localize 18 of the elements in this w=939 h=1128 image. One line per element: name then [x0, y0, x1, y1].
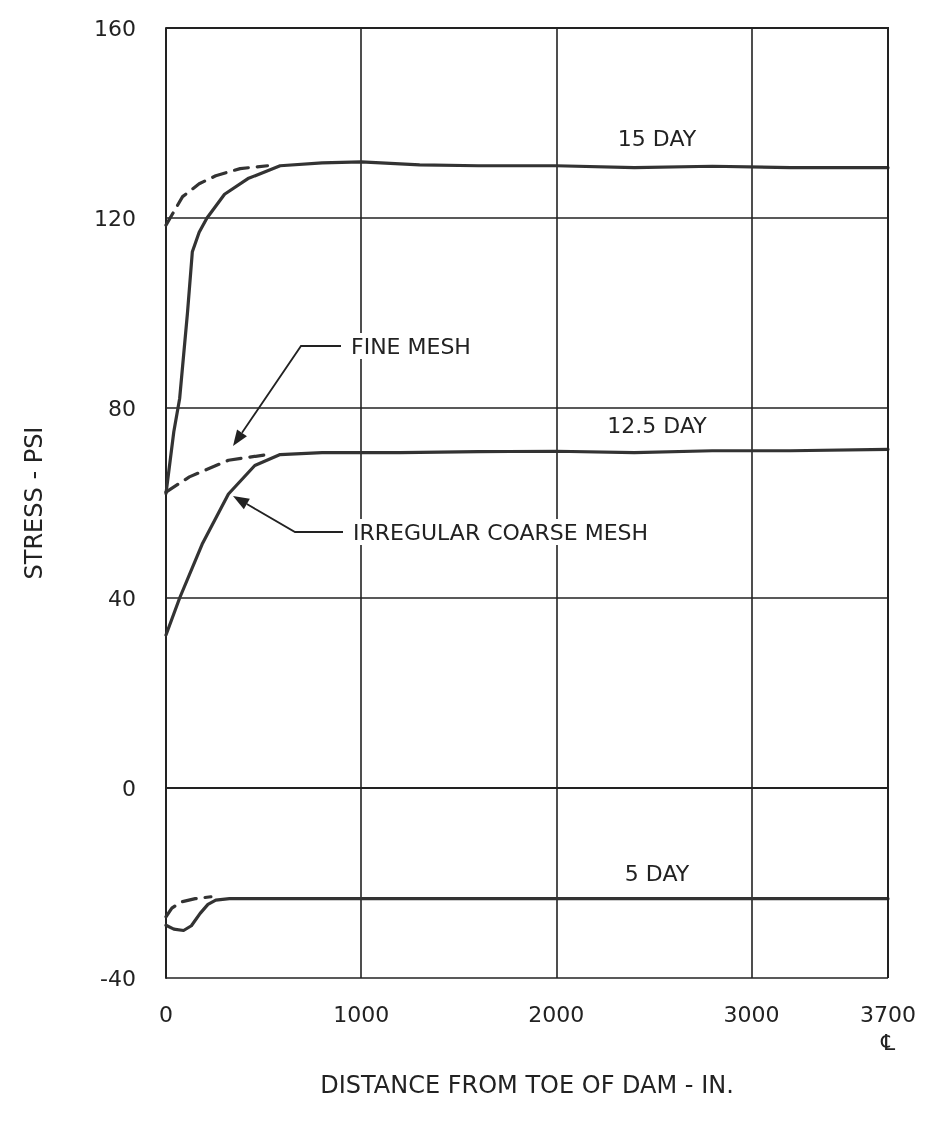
annotation: FINE MESH [351, 333, 471, 359]
y-tick-label: 80 [108, 395, 136, 421]
x-tick-label: 3700 ℄ [860, 1001, 916, 1055]
x-axis-title: DISTANCE FROM TOE OF DAM - IN. [320, 1071, 734, 1099]
y-tick-label: 40 [108, 585, 136, 611]
annotation: 12.5 DAY [607, 412, 708, 438]
y-tick-label: -40 [100, 965, 136, 991]
y-tick-label: 160 [94, 15, 136, 41]
x-tick-label: 1000 [333, 1001, 390, 1027]
annotation: 15 DAY [617, 125, 697, 151]
y-tick-label: 0 [122, 775, 136, 801]
x-tick-label: 2000 [528, 1001, 585, 1027]
x-tick-label: 3000 [723, 1001, 780, 1027]
annotation: IRREGULAR COARSE MESH [353, 519, 649, 545]
y-axis-title: STRESS - PSI [20, 426, 48, 580]
x-tick-label: 0 [159, 1001, 173, 1027]
annotation: 5 DAY [624, 860, 690, 886]
y-tick-label: 120 [94, 205, 136, 231]
